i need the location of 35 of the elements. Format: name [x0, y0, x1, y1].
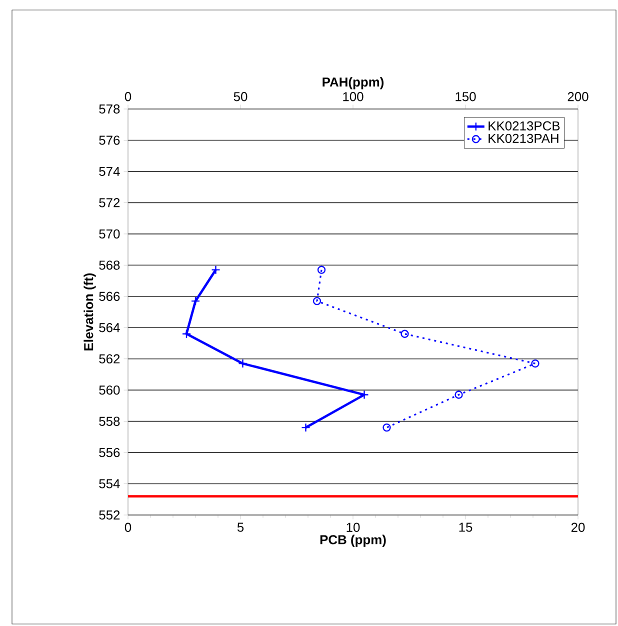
y-tick-label: 554 — [99, 479, 120, 488]
y-tick-label: 574 — [99, 166, 120, 176]
legend-label: KK0213PCB — [488, 121, 560, 130]
y-tick-label: 570 — [99, 229, 120, 239]
point — [301, 422, 310, 432]
y-tick-label: 578 — [99, 104, 120, 114]
x-tick-label: 20 — [571, 522, 585, 532]
y-tick-label: 558 — [99, 416, 120, 426]
y-tick-label: 564 — [99, 323, 120, 332]
x2-tick-label: 150 — [456, 92, 476, 102]
x2-tick-label: 0 — [124, 92, 132, 102]
x-tick-label: 0 — [124, 522, 132, 532]
x-tick-label: 10 — [346, 522, 360, 532]
x2-axis-title: PAH(ppm) — [322, 77, 384, 90]
point — [182, 329, 192, 338]
point — [190, 296, 200, 306]
point — [211, 265, 220, 274]
point — [238, 358, 248, 368]
y-tick-label: 562 — [99, 354, 120, 364]
x-tick-label: 15 — [459, 522, 472, 532]
x2-tick-label: 200 — [568, 92, 588, 102]
x-axis-title: PCB (ppm) — [320, 534, 386, 547]
point — [360, 390, 369, 400]
y-tick-label: 560 — [99, 385, 120, 395]
y-tick-label: 552 — [99, 510, 120, 520]
x2-tick-label: 100 — [343, 92, 364, 102]
y-tick-label: 576 — [99, 136, 120, 145]
x2-tick-label: 50 — [234, 92, 248, 102]
y-tick-label: 566 — [99, 292, 120, 301]
legend-label: KK0213PAH — [488, 134, 558, 143]
x-tick-label: 5 — [237, 522, 244, 532]
y-tick-label: 572 — [99, 198, 120, 208]
y-tick-label: 568 — [99, 260, 120, 270]
y-axis-title: Elevation (ft) — [84, 273, 96, 350]
y-tick-label: 556 — [99, 448, 120, 458]
